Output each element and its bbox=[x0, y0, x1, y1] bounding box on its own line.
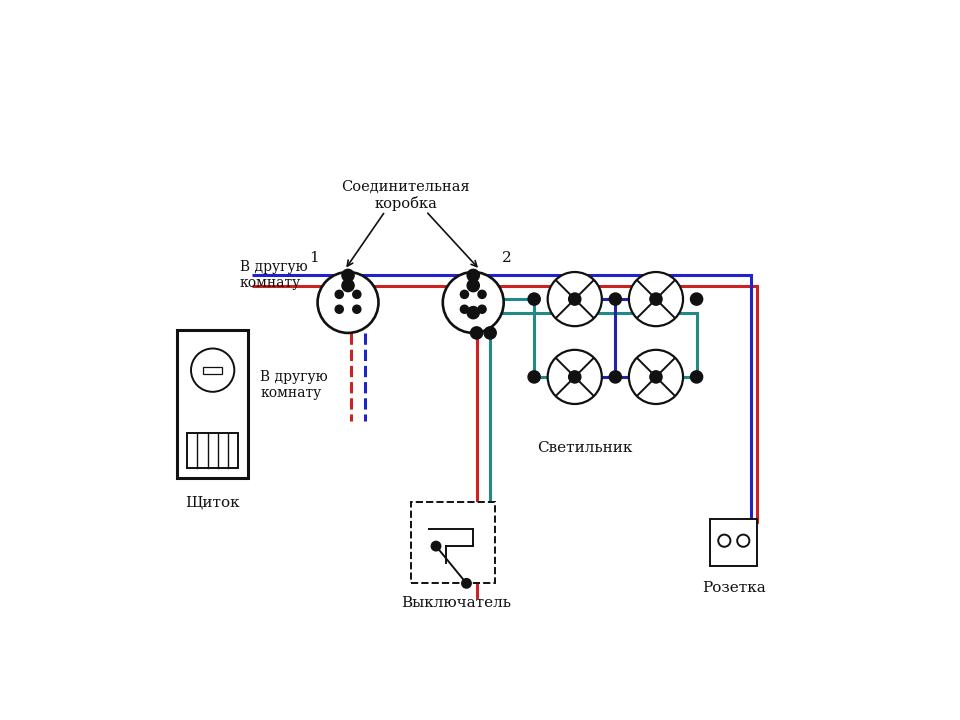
Circle shape bbox=[431, 541, 441, 551]
Circle shape bbox=[610, 371, 621, 383]
Circle shape bbox=[461, 305, 468, 313]
Circle shape bbox=[478, 290, 486, 298]
Circle shape bbox=[462, 579, 471, 588]
Bar bbox=[178, 330, 249, 478]
Circle shape bbox=[484, 327, 496, 339]
Circle shape bbox=[470, 327, 483, 339]
Text: 1: 1 bbox=[309, 251, 319, 265]
Circle shape bbox=[468, 279, 479, 292]
Circle shape bbox=[342, 279, 354, 292]
Bar bbox=[411, 502, 495, 583]
Circle shape bbox=[191, 348, 234, 392]
Text: В другую
комнату: В другую комнату bbox=[240, 261, 307, 290]
Text: Розетка: Розетка bbox=[702, 581, 766, 595]
Circle shape bbox=[547, 272, 602, 326]
Circle shape bbox=[629, 350, 684, 404]
Circle shape bbox=[461, 290, 468, 298]
Circle shape bbox=[629, 272, 684, 326]
Text: Светильник: Светильник bbox=[538, 441, 633, 455]
Text: Соединительная
коробка: Соединительная коробка bbox=[341, 180, 469, 211]
Circle shape bbox=[650, 293, 662, 305]
Circle shape bbox=[342, 269, 354, 282]
Circle shape bbox=[528, 371, 540, 383]
Circle shape bbox=[318, 272, 378, 333]
Circle shape bbox=[528, 293, 540, 305]
Circle shape bbox=[335, 305, 344, 313]
Text: Выключатель: Выключатель bbox=[401, 595, 512, 610]
Circle shape bbox=[468, 307, 479, 319]
Circle shape bbox=[690, 371, 703, 383]
Bar bbox=[710, 519, 757, 567]
Circle shape bbox=[610, 293, 621, 305]
Bar bbox=[204, 366, 222, 374]
Circle shape bbox=[547, 350, 602, 404]
Circle shape bbox=[568, 371, 581, 383]
Text: Щиток: Щиток bbox=[185, 495, 240, 509]
Circle shape bbox=[335, 290, 344, 298]
Circle shape bbox=[352, 305, 361, 313]
Circle shape bbox=[478, 305, 486, 313]
Circle shape bbox=[568, 293, 581, 305]
Bar bbox=[187, 433, 238, 468]
Circle shape bbox=[690, 293, 703, 305]
Circle shape bbox=[650, 371, 662, 383]
Text: 2: 2 bbox=[502, 251, 512, 265]
Circle shape bbox=[443, 272, 504, 333]
Circle shape bbox=[352, 290, 361, 298]
Text: В другую
комнату: В другую комнату bbox=[260, 370, 327, 400]
Circle shape bbox=[468, 269, 479, 282]
